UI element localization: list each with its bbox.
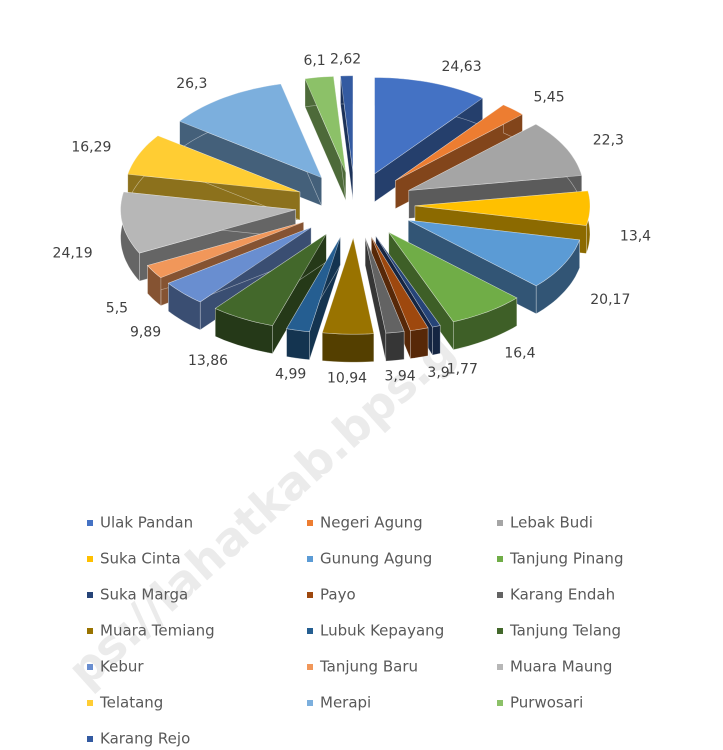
data-label: 20,17 bbox=[590, 292, 630, 308]
legend-label: Telatang bbox=[99, 694, 163, 712]
slice-top bbox=[340, 75, 354, 173]
legend-label: Suka Cinta bbox=[100, 550, 181, 568]
legend-label: Negeri Agung bbox=[320, 514, 423, 532]
legend-label: Lubuk Kepayang bbox=[320, 622, 444, 640]
slice-top bbox=[408, 123, 583, 191]
legend-marker bbox=[497, 520, 503, 526]
legend-marker bbox=[497, 592, 503, 598]
slice-top bbox=[286, 236, 341, 333]
legend-marker bbox=[87, 520, 93, 526]
legend-label: Muara Maung bbox=[510, 658, 612, 676]
slice bbox=[408, 219, 581, 315]
slice bbox=[321, 236, 375, 363]
legend-label: Karang Rejo bbox=[100, 730, 190, 748]
legend-label: Ulak Pandan bbox=[100, 514, 193, 532]
data-label: 5,5 bbox=[106, 300, 128, 316]
legend-marker bbox=[497, 664, 503, 670]
slice-top bbox=[321, 236, 375, 335]
data-label: 1,77 bbox=[447, 362, 478, 378]
data-label: 24,63 bbox=[442, 59, 482, 75]
data-label: 16,29 bbox=[71, 140, 111, 156]
legend-label: Tanjung Telang bbox=[509, 622, 621, 640]
slice bbox=[364, 237, 405, 362]
data-label: 22,3 bbox=[593, 133, 624, 149]
slice bbox=[340, 75, 354, 201]
slice-top bbox=[304, 76, 347, 173]
legend-marker bbox=[87, 628, 93, 634]
data-label: 2,62 bbox=[330, 51, 361, 67]
data-label: 10,94 bbox=[327, 371, 367, 387]
slice-top bbox=[127, 135, 301, 193]
legend-label: Suka Marga bbox=[100, 586, 188, 604]
slice-top bbox=[414, 190, 591, 226]
slice-top bbox=[179, 83, 323, 179]
legend-marker bbox=[307, 700, 313, 706]
slice-side bbox=[410, 327, 429, 359]
slice-top bbox=[375, 235, 441, 328]
slice-top bbox=[364, 237, 405, 334]
legend-marker bbox=[87, 700, 93, 706]
legend-marker bbox=[497, 556, 503, 562]
legend-marker bbox=[87, 592, 93, 598]
slice-side bbox=[322, 332, 375, 363]
slice bbox=[374, 77, 484, 203]
legend-label: Gunung Agung bbox=[320, 550, 432, 568]
legend-label: Kebur bbox=[100, 658, 144, 676]
legend-marker bbox=[497, 700, 503, 706]
legend-marker bbox=[497, 628, 503, 634]
legend-label: Tanjung Baru bbox=[319, 658, 418, 676]
legend-marker bbox=[307, 556, 313, 562]
legend-marker bbox=[307, 592, 313, 598]
slice bbox=[388, 231, 518, 351]
slice-side bbox=[385, 331, 405, 362]
slice-top bbox=[214, 233, 327, 326]
slice-top bbox=[395, 104, 524, 181]
slice-top bbox=[371, 236, 429, 331]
legend-label: Purwosari bbox=[510, 694, 583, 712]
legend-marker bbox=[87, 556, 93, 562]
slice-top bbox=[120, 191, 296, 254]
legend-label: Karang Endah bbox=[510, 586, 615, 604]
slice-side bbox=[286, 328, 310, 361]
slice bbox=[304, 76, 347, 201]
data-label: 26,3 bbox=[176, 76, 207, 92]
data-label: 6,1 bbox=[303, 53, 325, 69]
slice-top bbox=[167, 227, 312, 303]
data-label: 3,9 bbox=[427, 365, 449, 381]
slice-side bbox=[432, 325, 441, 356]
slice-top bbox=[408, 219, 581, 287]
legend-label: Tanjung Pinang bbox=[509, 550, 623, 568]
slice-top bbox=[374, 77, 484, 175]
legend-marker bbox=[307, 628, 313, 634]
slice-top bbox=[388, 232, 518, 323]
legend-marker bbox=[87, 664, 93, 670]
data-label: 4,99 bbox=[275, 366, 306, 382]
slice bbox=[214, 232, 327, 355]
legend-label: Merapi bbox=[320, 694, 371, 712]
legend-label: Lebak Budi bbox=[510, 514, 593, 532]
data-label: 5,45 bbox=[533, 89, 564, 105]
slice bbox=[286, 235, 341, 361]
legend-marker bbox=[87, 736, 93, 742]
data-label: 16,4 bbox=[504, 345, 535, 361]
legend-label: Muara Temiang bbox=[100, 622, 215, 640]
data-label: 13,86 bbox=[188, 353, 228, 369]
data-label: 9,89 bbox=[130, 324, 161, 340]
slice-top bbox=[146, 221, 304, 279]
legend-marker bbox=[307, 520, 313, 526]
slice bbox=[179, 83, 323, 207]
legend-marker bbox=[307, 664, 313, 670]
data-label: 24,19 bbox=[53, 246, 93, 262]
data-label: 3,94 bbox=[384, 369, 415, 385]
legend-label: Payo bbox=[320, 586, 356, 604]
data-label: 13,4 bbox=[620, 229, 651, 245]
